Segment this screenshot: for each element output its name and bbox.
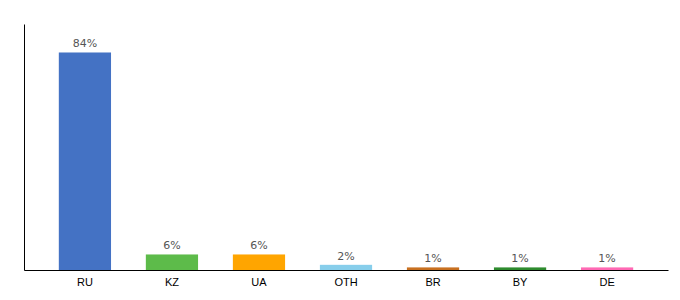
bar xyxy=(494,267,546,270)
plot: 84% 6% 6% 2% 1% 1% 1% RU KZ UA OTH BR BY DE xyxy=(25,25,669,288)
x-tick-label: KZ xyxy=(165,276,179,288)
bar xyxy=(320,265,372,270)
x-tick: BY xyxy=(513,276,528,288)
x-tick-label: DE xyxy=(599,276,614,288)
x-tick-label: OTH xyxy=(334,276,357,288)
bars xyxy=(59,52,633,270)
bar xyxy=(233,254,285,270)
data-label: 1% xyxy=(424,252,441,265)
x-tick: OTH xyxy=(334,276,357,288)
x-tick: DE xyxy=(599,276,614,288)
x-tick-label: RU xyxy=(77,276,93,288)
x-axis-line xyxy=(25,270,669,271)
bar xyxy=(407,267,459,270)
x-tick: KZ xyxy=(165,276,179,288)
x-tick: BR xyxy=(425,276,440,288)
data-label: 84% xyxy=(73,37,97,50)
data-label: 6% xyxy=(250,239,267,252)
data-label: 1% xyxy=(598,252,615,265)
x-axis: RU KZ UA OTH BR BY DE xyxy=(25,271,669,288)
data-label: 2% xyxy=(337,250,354,263)
x-tick-label: BY xyxy=(513,276,528,288)
data-label: 1% xyxy=(511,252,528,265)
x-tick-label: UA xyxy=(251,276,267,288)
x-tick-label: BR xyxy=(425,276,440,288)
bar xyxy=(146,254,198,270)
x-tick: UA xyxy=(251,276,267,288)
data-label: 6% xyxy=(163,239,180,252)
y-axis-line xyxy=(24,25,25,271)
y-axis xyxy=(24,25,25,271)
x-tick: RU xyxy=(77,276,93,288)
data-labels: 84% 6% 6% 2% 1% 1% 1% xyxy=(73,37,616,265)
bar xyxy=(581,267,633,270)
chart: 84% 6% 6% 2% 1% 1% 1% RU KZ UA OTH BR BY DE xyxy=(0,0,680,300)
bar xyxy=(59,52,111,270)
